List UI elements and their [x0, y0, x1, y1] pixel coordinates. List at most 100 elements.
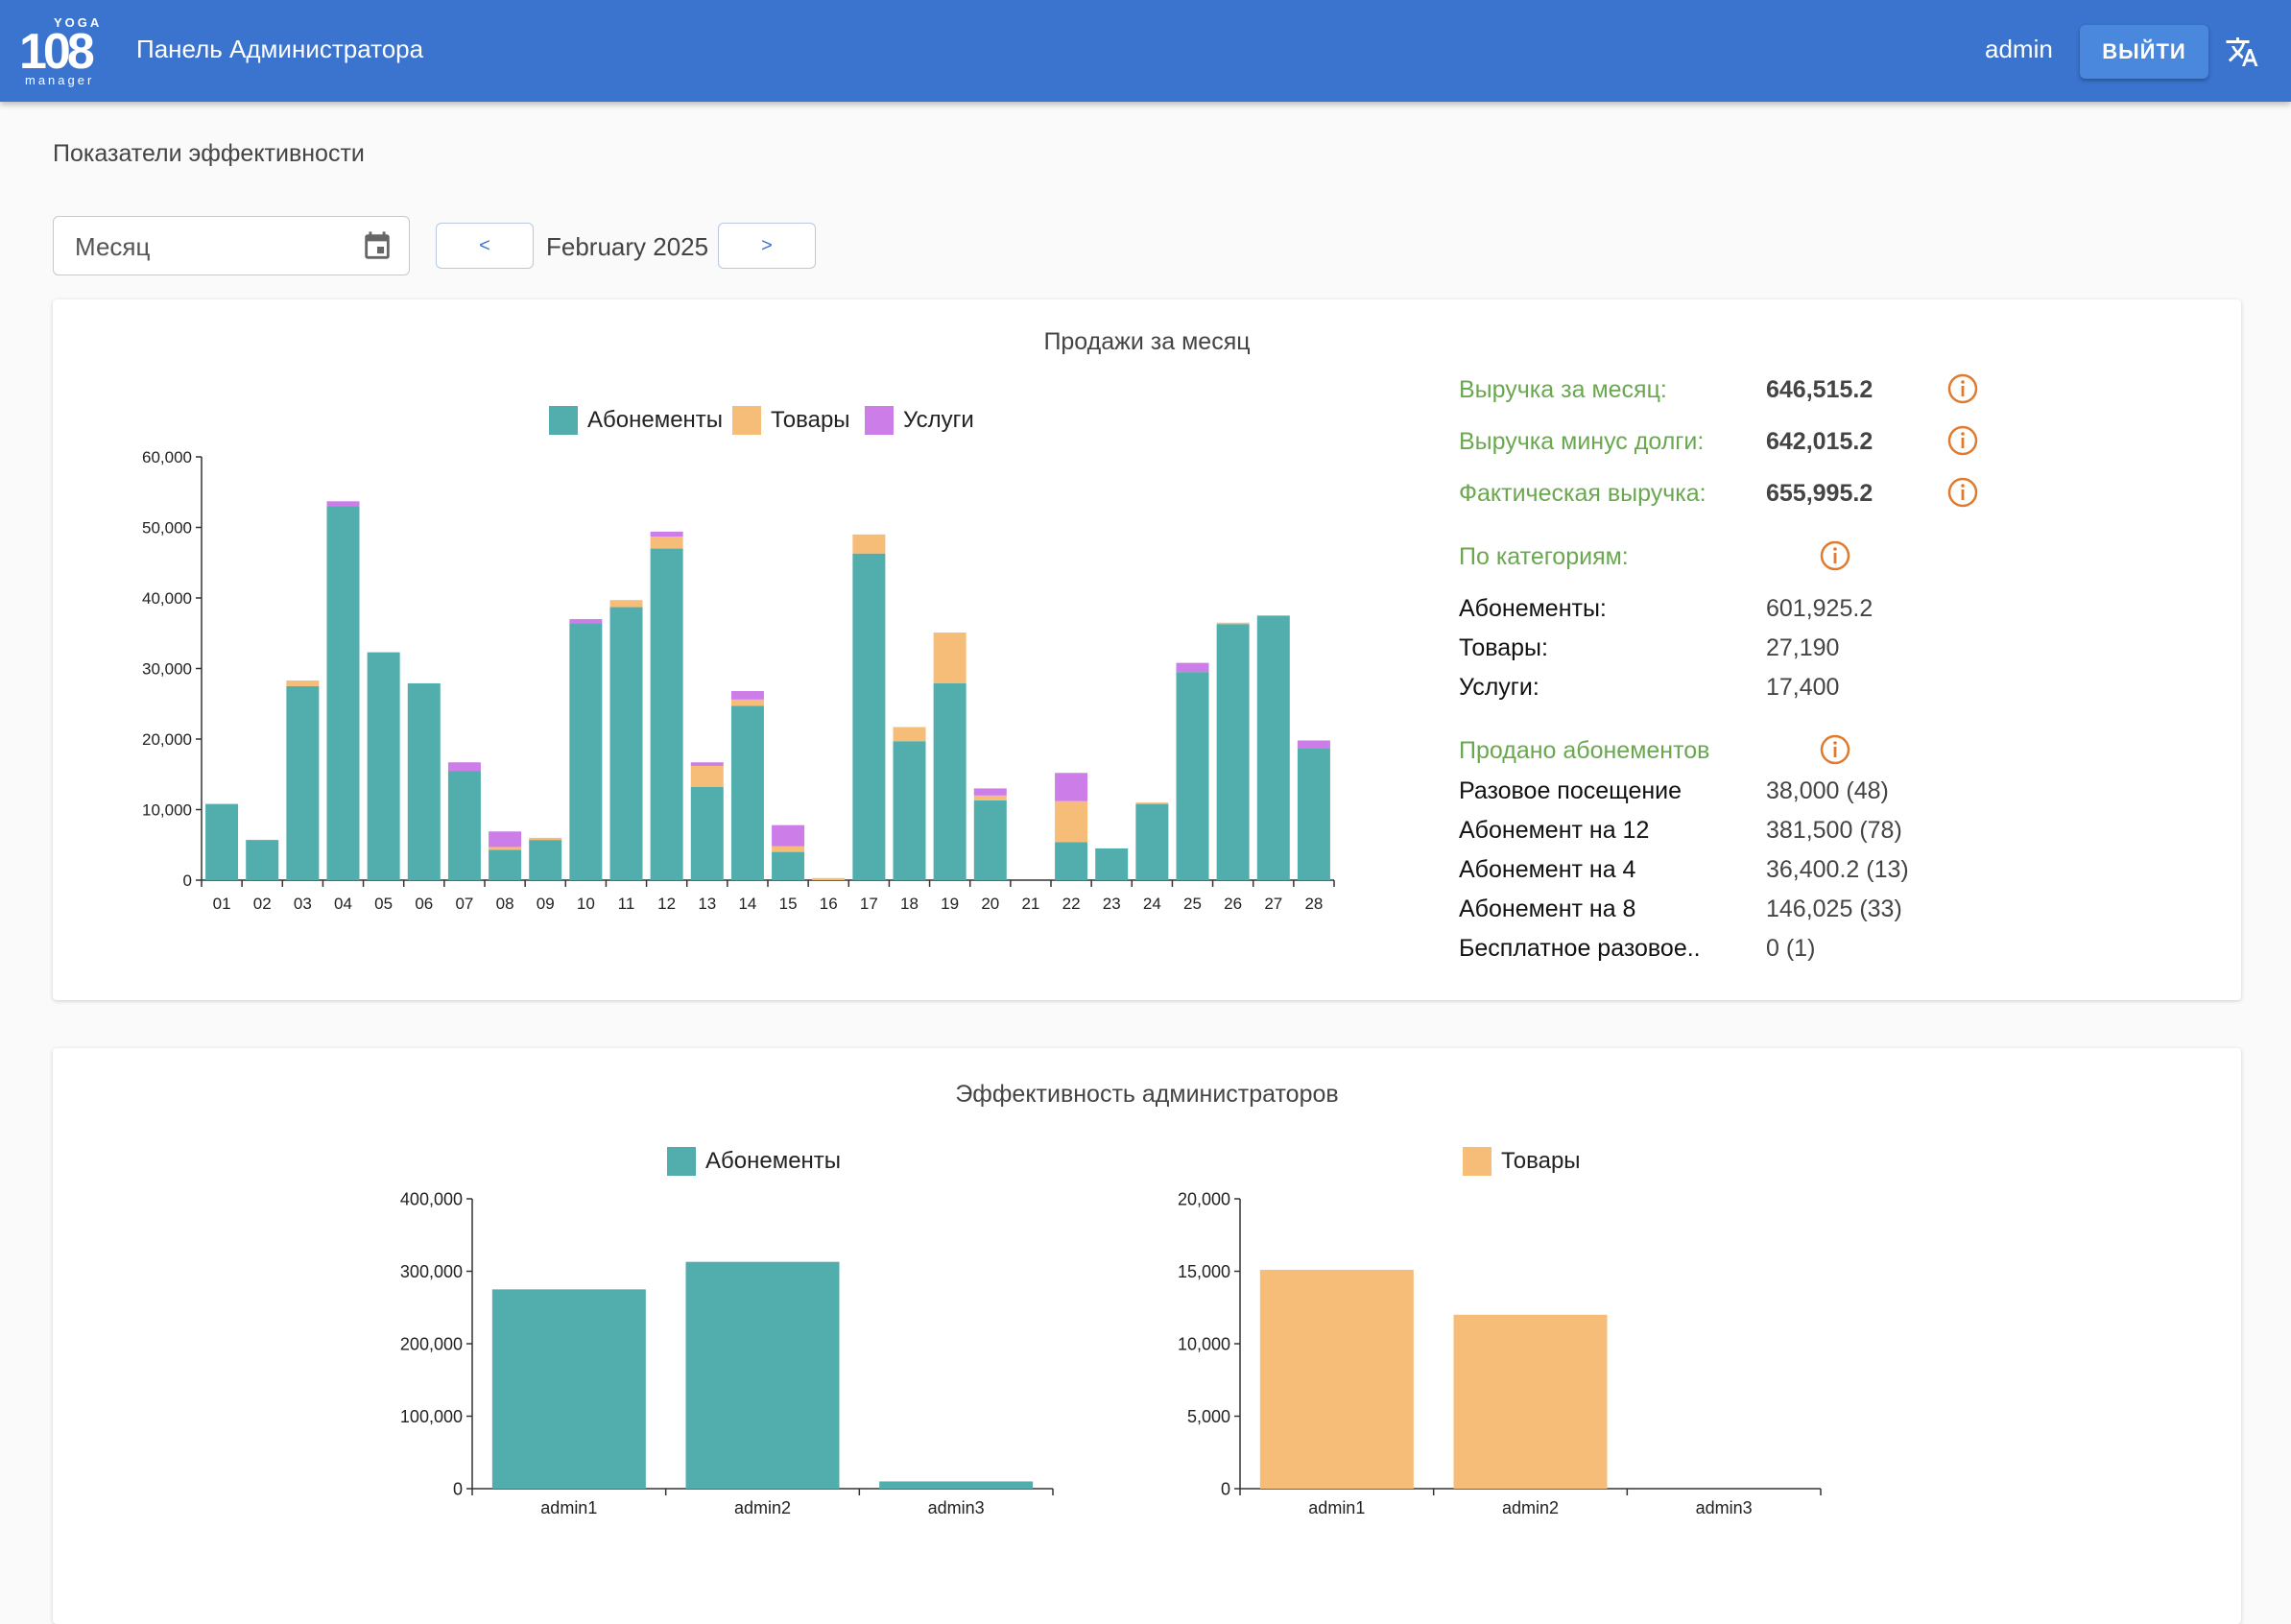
- month-picker[interactable]: [53, 216, 410, 275]
- bar-12-s2: [650, 531, 683, 537]
- current-user: admin: [1985, 35, 2053, 63]
- bar-05-s0: [367, 652, 400, 880]
- y-tick-label: 10,000: [1178, 1334, 1230, 1353]
- x-tick-label: 04: [334, 895, 352, 913]
- bar-10-s2: [569, 619, 603, 624]
- y-tick-label: 300,000: [400, 1262, 463, 1281]
- by-category-info-icon[interactable]: [1819, 539, 1851, 572]
- x-tick-label: admin3: [928, 1498, 985, 1517]
- y-tick-label: 15,000: [1178, 1262, 1230, 1281]
- category-abonements-label: Абонементы:: [1459, 595, 1607, 622]
- x-tick-label: 19: [941, 895, 959, 913]
- admins-card: Эффективность администраторов Абонементы…: [53, 1048, 2241, 1624]
- sold-item-value: 381,500 (78): [1766, 817, 1902, 844]
- page-heading: Показатели эффективности: [53, 140, 365, 167]
- y-tick-label: 200,000: [400, 1334, 463, 1353]
- bar-admin2-s0: [685, 1261, 840, 1489]
- bar-01-s0: [205, 803, 239, 880]
- revenue-info-icon[interactable]: [1946, 372, 1979, 405]
- bar-09-s0: [529, 840, 562, 880]
- bar-17-s1: [852, 534, 886, 554]
- bar-02-s0: [246, 840, 279, 880]
- logout-button[interactable]: ВЫЙТИ: [2080, 25, 2208, 79]
- actual-revenue-value: 655,995.2: [1766, 480, 1873, 507]
- y-tick-label: 20,000: [1178, 1189, 1230, 1208]
- legend-admin-goods[interactable]: Товары: [1463, 1147, 1581, 1176]
- bar-14-s2: [730, 691, 764, 700]
- next-month-button[interactable]: >: [718, 223, 816, 269]
- sold-item-value: 0 (1): [1766, 935, 1816, 962]
- bar-15-s0: [772, 851, 805, 880]
- y-tick-label: 0: [1221, 1479, 1230, 1498]
- x-tick-label: 16: [820, 895, 838, 913]
- minus-debt-label: Выручка минус долги:: [1459, 428, 1705, 455]
- category-services-value: 17,400: [1766, 674, 1840, 701]
- legend-admin-abonements[interactable]: Абонементы: [667, 1147, 841, 1176]
- bar-03-s1: [286, 680, 320, 686]
- sold-item-label: Бесплатное разовое..: [1459, 935, 1701, 962]
- bar-19-s0: [933, 682, 967, 880]
- current-period: February 2025: [546, 232, 709, 261]
- x-tick-label: 25: [1183, 895, 1202, 913]
- calendar-icon[interactable]: [361, 230, 394, 263]
- y-tick-label: 0: [453, 1479, 463, 1498]
- sales-chart: 0 10,000 20,000 30,000 40,000 50,000 60,000 01 0…: [142, 448, 1335, 913]
- prev-month-button[interactable]: <: [436, 223, 534, 269]
- bar-23-s0: [1095, 848, 1129, 880]
- bar-08-s2: [489, 831, 522, 848]
- bar-08-s1: [489, 847, 522, 850]
- bar-09-s1: [529, 837, 562, 841]
- logo-bottom-text: manager: [25, 73, 95, 87]
- logo-top-text: YOGA: [54, 15, 103, 30]
- admin-abonements-chart: 0 100,000 200,000 300,000 400,000 admin1 admin…: [400, 1189, 1054, 1517]
- bar-26-s1: [1216, 622, 1250, 625]
- legend-services[interactable]: Услуги: [865, 406, 974, 435]
- y-tick-label: 100,000: [400, 1407, 463, 1426]
- bar-28-s0: [1297, 748, 1330, 880]
- bar-10-s0: [569, 623, 603, 880]
- app-logo[interactable]: YOGA 108 manager: [19, 15, 100, 88]
- sold-subscriptions-label: Продано абонементов: [1459, 737, 1710, 764]
- bar-11-s1: [609, 600, 643, 608]
- legend-label-services: Услуги: [903, 407, 974, 433]
- bar-14-s1: [730, 699, 764, 706]
- y-tick-label: 0: [183, 872, 192, 890]
- legend-swatch-admin-goods: [1463, 1147, 1492, 1176]
- x-tick-label: 14: [738, 895, 756, 913]
- actual-revenue-info-icon[interactable]: [1946, 476, 1979, 509]
- bar-admin2-s0: [1453, 1314, 1608, 1489]
- x-tick-label: 02: [253, 895, 272, 913]
- category-services-label: Услуги:: [1459, 674, 1539, 701]
- bar-20-s2: [973, 788, 1007, 796]
- legend-swatch-goods: [732, 406, 761, 435]
- translate-icon[interactable]: [2225, 35, 2259, 69]
- bar-15-s2: [772, 824, 805, 847]
- bar-22-s0: [1055, 842, 1088, 880]
- x-tick-label: 23: [1103, 895, 1121, 913]
- x-tick-label: 09: [537, 895, 555, 913]
- x-tick-label: 15: [779, 895, 798, 913]
- bar-22-s2: [1055, 773, 1088, 801]
- x-tick-label: 10: [577, 895, 595, 913]
- category-goods-label: Товары:: [1459, 634, 1548, 661]
- legend-swatch-abonements: [549, 406, 578, 435]
- bar-25-s2: [1176, 662, 1209, 673]
- x-tick-label: 20: [981, 895, 999, 913]
- y-tick-label: 50,000: [142, 518, 192, 537]
- minus-debt-info-icon[interactable]: [1946, 424, 1979, 457]
- bar-admin1-s0: [491, 1289, 646, 1489]
- legend-abonements[interactable]: Абонементы: [549, 406, 723, 435]
- sold-subscriptions-info-icon[interactable]: [1819, 733, 1851, 766]
- bar-24-s0: [1135, 803, 1169, 880]
- bar-18-s1: [893, 727, 926, 742]
- bar-07-s2: [447, 762, 481, 772]
- legend-goods[interactable]: Товары: [732, 406, 850, 435]
- x-tick-label: 21: [1021, 895, 1039, 913]
- bar-17-s0: [852, 553, 886, 880]
- x-tick-label: 11: [618, 895, 635, 913]
- bar-08-s0: [489, 849, 522, 880]
- y-tick-label: 20,000: [142, 730, 192, 749]
- bar-20-s0: [973, 800, 1007, 880]
- bar-16-s1: [812, 877, 846, 880]
- month-input[interactable]: [73, 230, 346, 263]
